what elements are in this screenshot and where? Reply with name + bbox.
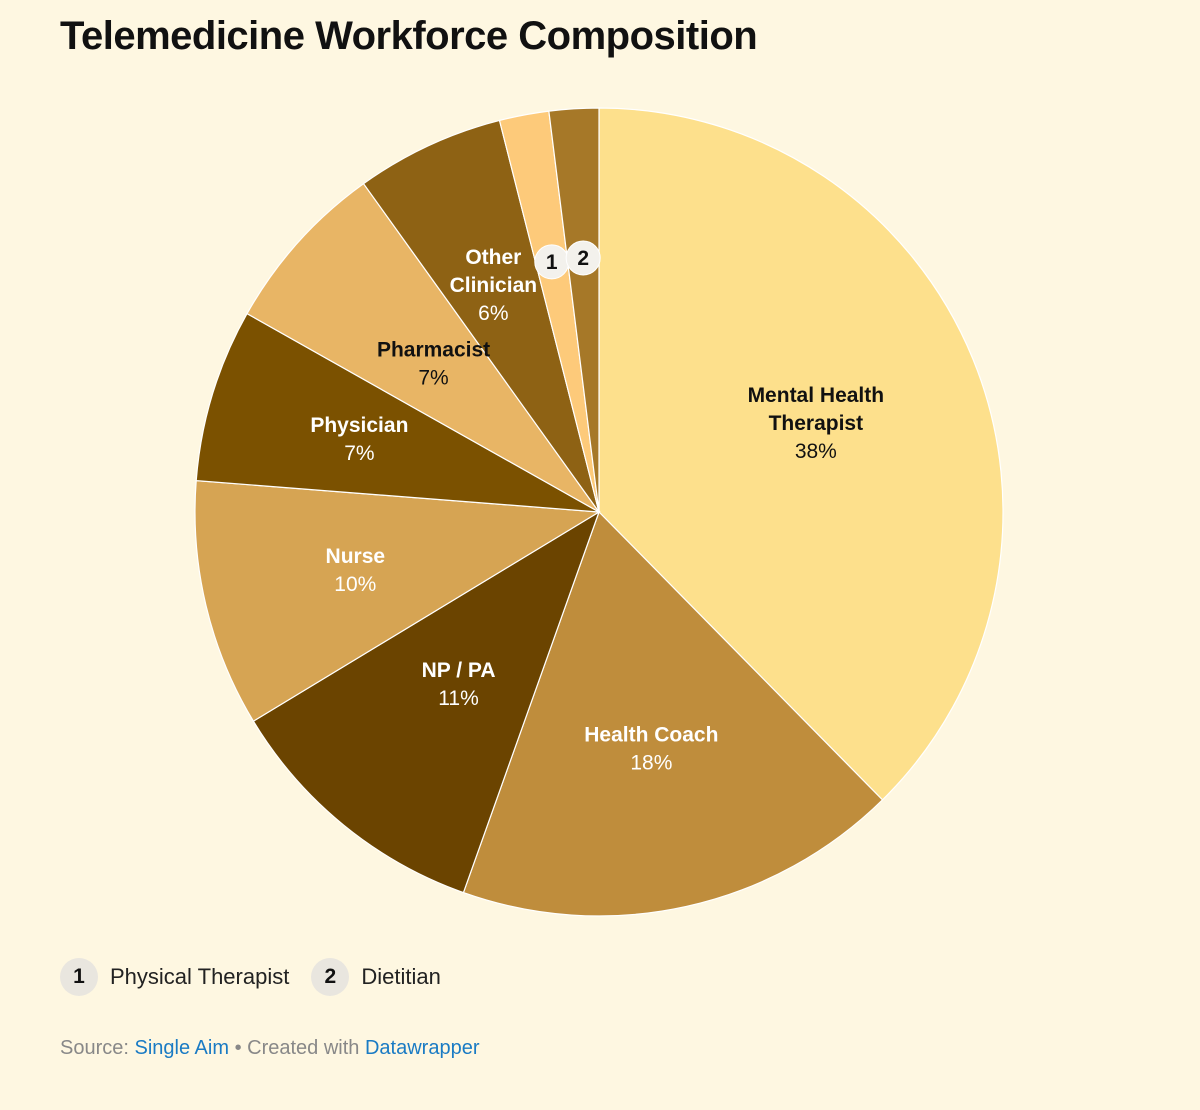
pie-slice-physician (195, 312, 600, 513)
slice-value-label: 18% (630, 752, 672, 775)
slice-value-label: 7% (418, 367, 448, 390)
slice-name-line: Health Coach (584, 724, 718, 747)
pie-slices (194, 107, 1004, 917)
pie-chart: Mental Health Therapist 38% Health Coach 18%… (194, 107, 1004, 917)
slice-name-line: Physician (310, 414, 408, 437)
slice-marker-1: 1 (534, 244, 570, 280)
slice-marker-text: 2 (577, 247, 589, 270)
slice-label-mental-health-therapist: Mental Health Therapist 38% (748, 384, 885, 463)
slice-label-nurse: Nurse 10% (326, 545, 386, 596)
pie-labels: Mental Health Therapist 38% Health Coach 18%… (310, 240, 885, 775)
footer: Source: Single Aim • Created with Datawr… (60, 1037, 480, 1060)
slice-label-np-pa: NP / PA 11% (422, 659, 496, 710)
pie-slice-dietitian (548, 107, 600, 513)
created-prefix: Created with (247, 1037, 360, 1059)
datawrapper-link[interactable]: Datawrapper (364, 1037, 480, 1059)
slice-label-physician: Physician 7% (310, 414, 408, 465)
slice-name-line: Clinician (450, 274, 538, 297)
pie-slice-health-coach (462, 510, 884, 917)
legend-marker: 2 (311, 958, 350, 996)
legend-item-dietitian: 2 Dietitian (311, 958, 441, 996)
slice-label-health-coach: Health Coach 18% (584, 724, 718, 775)
pie-slice-mental-health-therapist (598, 107, 1004, 801)
source-prefix: Source: (60, 1037, 129, 1059)
pie-slice-nurse (194, 479, 601, 723)
footer-separator: • (234, 1037, 242, 1059)
legend-item-physical-therapist: 1 Physical Therapist (60, 958, 289, 996)
slice-marker-2: 2 (565, 240, 601, 276)
slice-value-label: 7% (344, 442, 374, 465)
slice-label-pharmacist: Pharmacist 7% (377, 339, 490, 390)
legend-marker: 1 (60, 958, 98, 996)
slice-name-line: Other (465, 246, 521, 269)
pie-slice-pharmacist (246, 182, 600, 513)
slice-marker-text: 1 (546, 251, 558, 274)
slice-value-label: 10% (334, 573, 376, 596)
legend-label: Physical Therapist (110, 964, 290, 989)
slice-name-line: Mental Health (748, 384, 885, 407)
pie-slice-np-pa (252, 510, 601, 894)
chart-title: Telemedicine Workforce Composition (60, 14, 758, 58)
slice-name-line: Pharmacist (377, 339, 490, 362)
slice-label-other-clinician: Other Clinician 6% (450, 246, 538, 325)
slice-name-line: NP / PA (422, 659, 496, 682)
slice-value-label: 38% (795, 440, 837, 463)
slice-marker-circle (565, 240, 601, 276)
slice-name-line: Nurse (326, 545, 386, 568)
source-link[interactable]: Single Aim (134, 1037, 230, 1059)
slice-value-label: 6% (478, 302, 508, 325)
slice-name-line: Therapist (769, 412, 864, 435)
pie-slice-other-clinician (362, 119, 600, 513)
legend-label: Dietitian (361, 964, 441, 989)
legend: 1 Physical Therapist 2 Dietitian (60, 958, 441, 996)
slice-value-label: 11% (438, 687, 478, 710)
